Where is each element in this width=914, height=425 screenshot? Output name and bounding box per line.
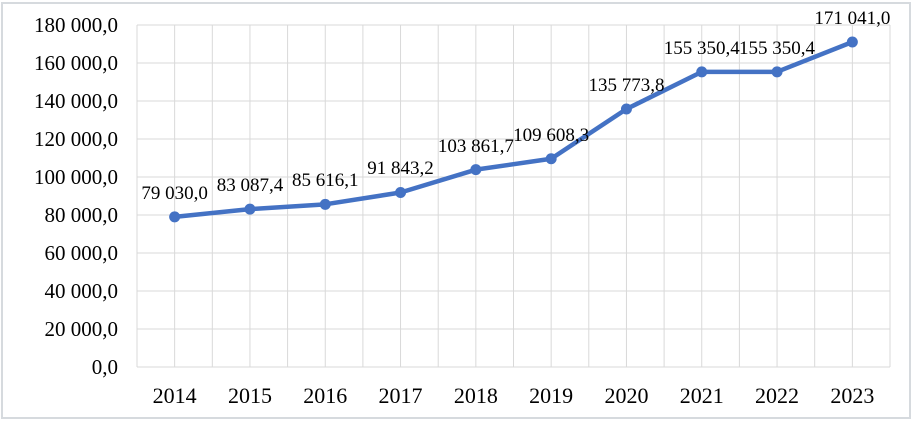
x-axis-tick-label: 2014 [152,383,197,408]
data-point-label: 155 350,4 [663,37,740,59]
data-point-label: 79 030,0 [141,182,208,204]
data-point-label: 85 616,1 [292,170,359,192]
x-axis-tick-label: 2023 [830,383,875,408]
data-point-marker [545,153,557,165]
y-axis-tick-label: 0,0 [91,355,118,379]
data-point-label: 171 041,0 [814,8,891,30]
data-point-marker [169,211,181,223]
x-axis-tick-label: 2015 [227,383,272,408]
y-axis-tick-label: 40 000,0 [44,279,119,303]
y-axis-tick-label: 140 000,0 [34,89,118,113]
x-axis-tick-label: 2016 [303,383,348,408]
data-point-label: 135 773,8 [588,75,665,97]
y-axis-tick-label: 80 000,0 [44,203,119,227]
y-axis-tick-label: 100 000,0 [34,165,118,189]
x-axis-tick-label: 2018 [453,383,498,408]
data-point-marker [771,66,783,78]
data-point-label: 155 350,4 [739,37,816,59]
y-axis-tick-label: 180 000,0 [34,13,118,37]
data-point-marker [696,66,708,78]
x-axis-tick-label: 2017 [378,383,423,408]
data-point-marker [244,203,256,215]
data-line [172,39,855,220]
data-point-marker [620,103,632,115]
data-point-label: 83 087,4 [216,175,284,197]
x-axis-tick-label: 2020 [604,383,649,408]
y-axis-tick-label: 120 000,0 [34,127,118,151]
x-axis-tick-label: 2021 [679,383,724,408]
y-axis-tick-label: 60 000,0 [44,241,119,265]
data-point-label: 109 608,3 [513,124,590,146]
y-axis-tick-label: 20 000,0 [44,317,119,341]
data-point-label: 103 861,7 [437,135,514,157]
x-axis-tick-label: 2019 [529,383,574,408]
data-point-marker [470,164,482,176]
data-point-label: 91 843,2 [367,158,434,180]
data-point-marker [395,186,407,198]
data-point-marker [319,198,331,210]
x-axis-tick-label: 2022 [755,383,800,408]
data-point-marker [846,36,858,48]
y-axis-tick-label: 160 000,0 [34,51,118,75]
